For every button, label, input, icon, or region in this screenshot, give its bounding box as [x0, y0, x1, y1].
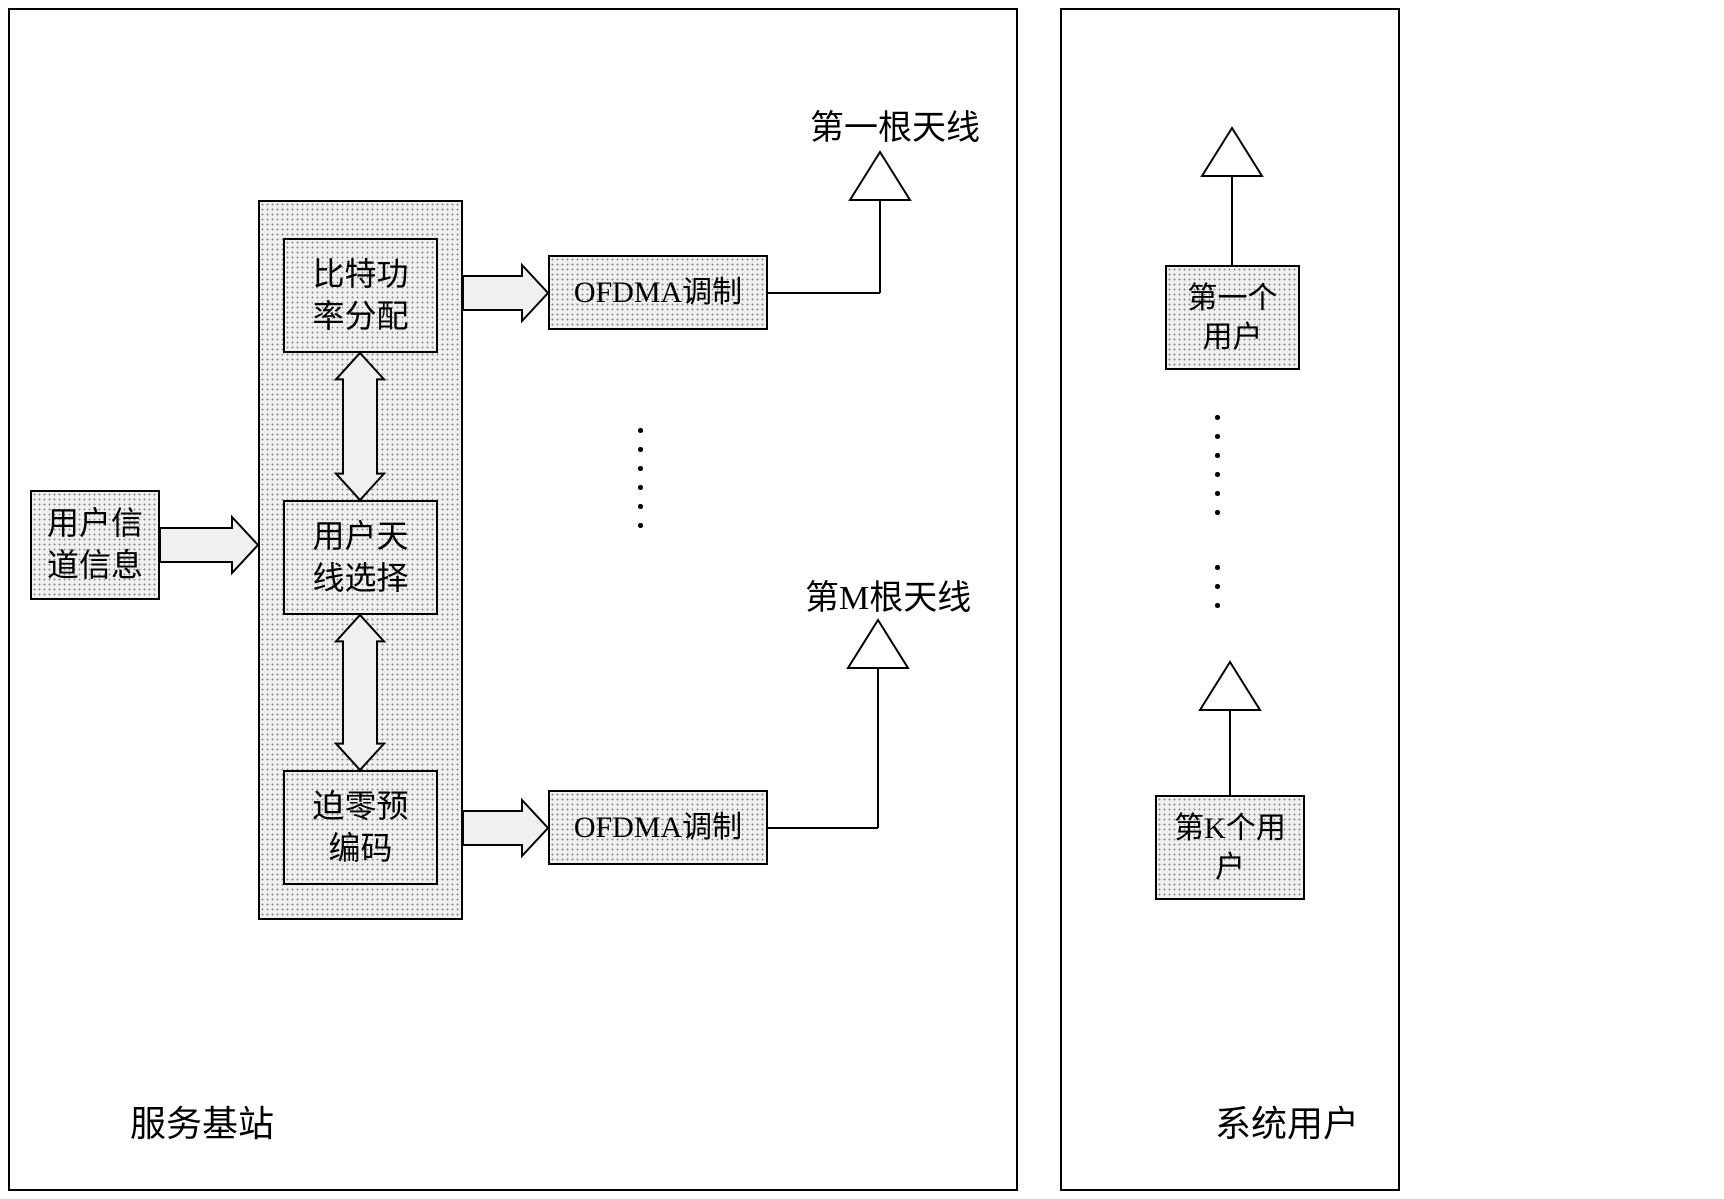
- text-user-k: 第K个用户: [1174, 809, 1286, 887]
- block-user-channel-info: 用户信道信息: [30, 490, 160, 600]
- text-user-channel-info: 用户信道信息: [47, 503, 143, 586]
- text-user-antenna-select: 用户天线选择: [312, 516, 408, 599]
- block-user-first: 第一个用户: [1165, 265, 1300, 370]
- caption-system-users: 系统用户: [1215, 1095, 1359, 1147]
- block-bit-power-alloc: 比特功率分配: [283, 238, 438, 353]
- text-ofdma-top: OFDMA调制: [574, 273, 742, 312]
- label-antenna-first: 第一根天线: [810, 100, 980, 149]
- block-user-k: 第K个用户: [1155, 795, 1305, 900]
- caption-base-station: 服务基站: [130, 1095, 274, 1147]
- label-antenna-m: 第M根天线: [805, 570, 971, 619]
- text-user-first: 第一个用户: [1188, 279, 1278, 357]
- block-zf-precoding: 迫零预编码: [283, 770, 438, 885]
- text-zf-precoding: 迫零预编码: [312, 786, 408, 869]
- block-user-antenna-select: 用户天线选择: [283, 500, 438, 615]
- block-ofdma-top: OFDMA调制: [548, 255, 768, 330]
- block-ofdma-bot: OFDMA调制: [548, 790, 768, 865]
- panel-system-users: [1060, 8, 1400, 1191]
- text-bit-power-alloc: 比特功率分配: [312, 254, 408, 337]
- text-ofdma-bot: OFDMA调制: [574, 808, 742, 847]
